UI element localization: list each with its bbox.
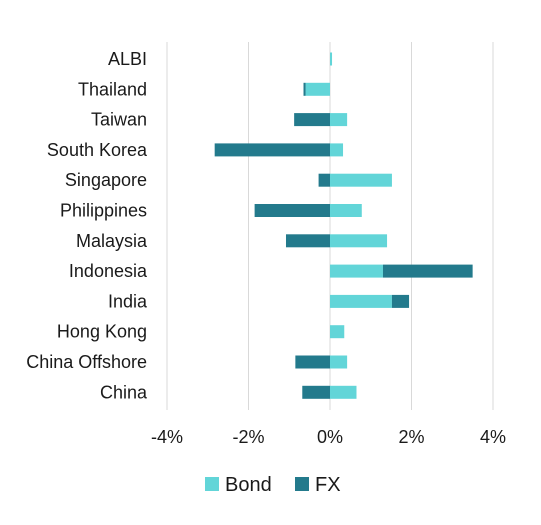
legend-label-bond: Bond	[225, 474, 272, 496]
category-label: Philippines	[60, 201, 147, 221]
bar-fx-india	[391, 294, 410, 308]
category-label: India	[108, 291, 148, 311]
bar-fx-indonesia	[382, 264, 473, 278]
bar-bond-philippines	[330, 204, 362, 217]
bar-fx-philippines	[254, 204, 330, 217]
category-label: Thailand	[78, 79, 147, 99]
category-label: Singapore	[65, 170, 147, 190]
bar-bond-hong-kong	[330, 325, 345, 339]
x-tick-label: -4%	[151, 427, 183, 447]
bar-bond-china-offshore	[330, 355, 348, 369]
gridlines	[166, 42, 494, 410]
legend-swatch-bond	[205, 477, 219, 491]
x-tick-label: -2%	[232, 427, 264, 447]
legend-swatch-fx	[295, 477, 309, 491]
bar-fx-singapore	[318, 173, 330, 187]
x-tick-label: 2%	[398, 427, 424, 447]
x-tick-label: 0%	[317, 427, 343, 447]
bar-bond-india	[330, 294, 392, 308]
bars	[214, 52, 473, 399]
x-tick-label: 4%	[480, 427, 506, 447]
category-label: Indonesia	[69, 261, 148, 281]
category-label: China	[100, 382, 148, 402]
x-tick-labels: -4% -2% 0% 2% 4%	[151, 427, 506, 447]
bar-bond-south-korea	[330, 143, 344, 157]
bar-fx-malaysia	[285, 234, 330, 248]
category-label: South Korea	[47, 140, 148, 160]
bar-fx-south-korea	[214, 143, 330, 157]
legend: Bond FX	[205, 474, 341, 496]
category-label: China Offshore	[26, 352, 147, 372]
bar-fx-china	[302, 385, 330, 399]
bar-bond-singapore	[330, 173, 392, 187]
bar-fx-china-offshore	[295, 355, 330, 369]
category-labels: ALBI Thailand Taiwan South Korea Singapore Ph…	[26, 49, 148, 402]
bar-bond-taiwan	[330, 113, 348, 127]
category-label: Hong Kong	[57, 322, 147, 342]
category-label: Malaysia	[76, 231, 148, 251]
bar-bond-thailand	[305, 82, 330, 96]
bar-bond-indonesia	[330, 264, 383, 278]
category-label: Taiwan	[91, 110, 147, 130]
category-label: ALBI	[108, 49, 147, 69]
bar-fx-thailand	[303, 82, 306, 96]
bar-bond-albi	[330, 52, 333, 66]
bar-fx-taiwan	[294, 113, 330, 127]
bar-bond-china	[330, 385, 357, 399]
legend-label-fx: FX	[315, 474, 341, 496]
bar-bond-malaysia	[330, 234, 388, 248]
